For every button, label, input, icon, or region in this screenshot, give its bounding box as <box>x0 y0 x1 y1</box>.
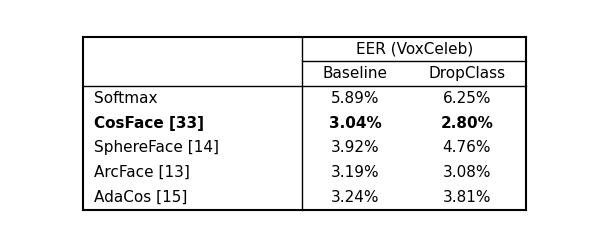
Text: 2.80%: 2.80% <box>441 116 493 131</box>
Text: 5.89%: 5.89% <box>331 91 379 106</box>
Text: SphereFace [14]: SphereFace [14] <box>94 140 219 155</box>
Text: DropClass: DropClass <box>428 66 506 81</box>
Text: Softmax: Softmax <box>94 91 158 106</box>
Text: AdaCos [15]: AdaCos [15] <box>94 190 188 205</box>
Text: 3.92%: 3.92% <box>330 140 379 155</box>
Text: EER (VoxCeleb): EER (VoxCeleb) <box>356 42 473 57</box>
Text: ArcFace [13]: ArcFace [13] <box>94 165 190 180</box>
Text: 6.25%: 6.25% <box>442 91 491 106</box>
Text: CosFace [33]: CosFace [33] <box>94 116 204 131</box>
Text: 3.24%: 3.24% <box>331 190 379 205</box>
Text: Baseline: Baseline <box>323 66 388 81</box>
Text: 3.08%: 3.08% <box>442 165 491 180</box>
Text: 3.19%: 3.19% <box>330 165 379 180</box>
Text: 3.81%: 3.81% <box>442 190 491 205</box>
Text: 3.04%: 3.04% <box>329 116 381 131</box>
Text: 4.76%: 4.76% <box>442 140 491 155</box>
